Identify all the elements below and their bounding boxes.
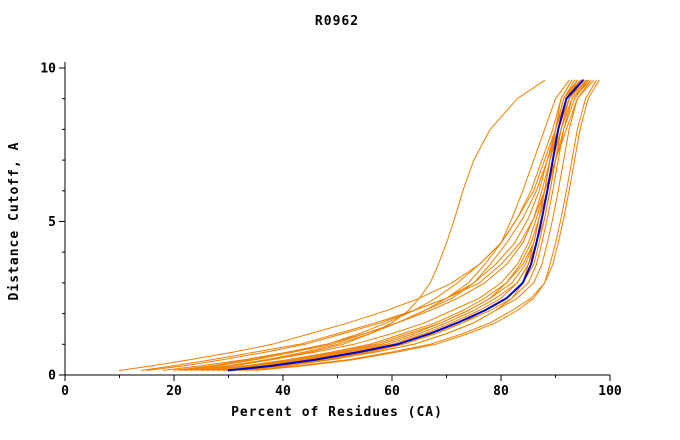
- x-tick-label: 100: [598, 384, 622, 399]
- model-05-curve: [162, 79, 581, 371]
- model-20-curve: [249, 79, 600, 371]
- axes: 0 20 40 60 80 100 0 5 10: [40, 62, 622, 400]
- x-tick-label: 0: [61, 384, 69, 399]
- model-19-curve: [189, 79, 570, 371]
- x-axis-label: Percent of Residues (CA): [231, 405, 443, 420]
- y-tick-label: 5: [48, 215, 56, 230]
- model-01-curve: [255, 79, 597, 371]
- chart-title: R0962: [315, 14, 359, 29]
- reference-model-curve: [227, 79, 584, 372]
- model-13-curve: [228, 79, 573, 371]
- y-tick-label: 0: [48, 369, 56, 384]
- model-10-curve: [238, 79, 592, 371]
- model-curves: [119, 79, 600, 372]
- model-17-curve: [178, 79, 584, 371]
- model-08-curve: [173, 79, 578, 371]
- x-tick-label: 20: [166, 384, 182, 399]
- x-tick-label: 40: [275, 384, 291, 399]
- model-02-curve: [217, 79, 589, 371]
- model-09-curve: [195, 79, 546, 371]
- model-03-curve: [200, 79, 584, 371]
- y-axis-label: Distance Cutoff, A: [7, 142, 22, 301]
- model-07-curve: [119, 79, 573, 371]
- x-tick-label: 80: [493, 384, 509, 399]
- y-tick-label: 10: [40, 62, 56, 77]
- x-tick-label: 60: [384, 384, 400, 399]
